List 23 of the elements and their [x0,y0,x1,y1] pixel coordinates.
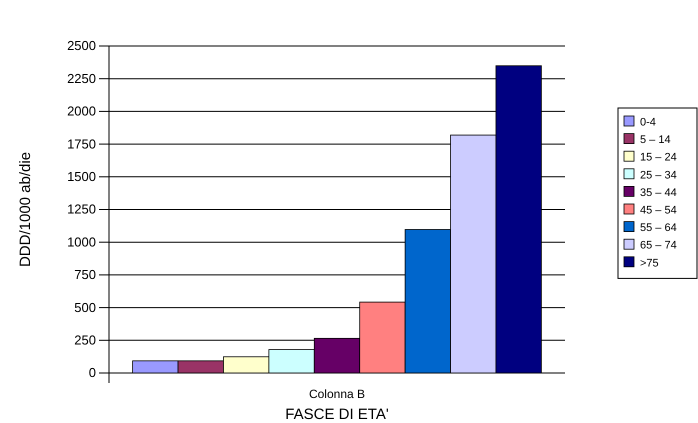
legend-label: 45 – 54 [640,204,677,216]
legend-label: 35 – 44 [640,186,677,199]
y-axis-title: DDD/1000 ab/die [17,152,34,268]
legend-label: 5 – 14 [640,134,671,146]
y-tick-label: 750 [74,267,96,282]
y-tick-label: 2500 [67,38,96,54]
y-tick-label: 2000 [67,104,96,119]
y-tick-label: 1250 [67,202,96,217]
y-tick-label: 1750 [67,136,96,152]
legend-label: >75 [640,257,659,270]
y-tick-label: 1500 [67,168,96,184]
x-tick-label: Colonna B [308,387,366,401]
legend-label: 15 – 24 [640,152,677,164]
y-tick-label: 2250 [67,70,96,86]
y-tick-label: 0 [88,365,96,380]
x-axis-title: FASCE DI ETA' [285,406,389,423]
legend-label: 65 – 74 [640,240,677,252]
y-tick-label: 250 [74,332,96,348]
legend-label: 25 – 34 [640,169,677,182]
y-tick-label: 1000 [67,234,96,250]
legend-label: 0-4 [640,116,656,128]
legend-label: 55 – 64 [640,222,677,234]
y-tick-label: 500 [74,300,96,315]
